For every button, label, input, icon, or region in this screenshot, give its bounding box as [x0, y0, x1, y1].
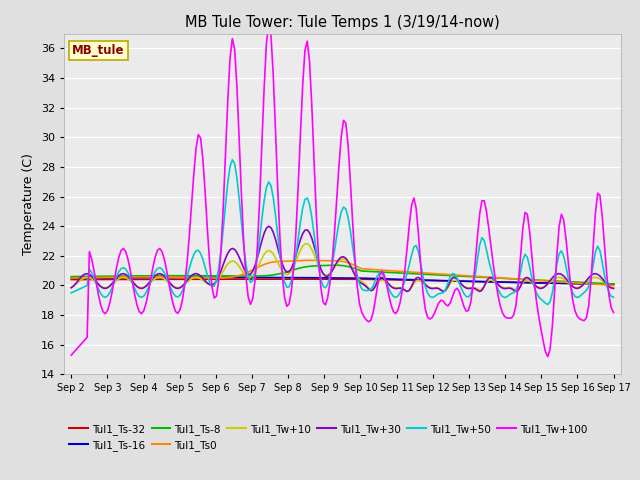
- Tul1_Tw+30: [67, 285, 75, 290]
- Tul1_Ts-16: [211, 275, 218, 280]
- Tul1_Tw+30: [265, 223, 273, 229]
- Tul1_Ts0: [154, 274, 161, 280]
- Tul1_Tw+50: [428, 295, 436, 300]
- Tul1_Tw+50: [610, 294, 618, 300]
- Tul1_Ts-32: [428, 278, 436, 284]
- Tul1_Ts-32: [573, 281, 581, 287]
- Tul1_Ts-8: [331, 262, 339, 268]
- Tul1_Tw+30: [90, 276, 98, 281]
- Tul1_Ts-8: [251, 273, 259, 279]
- Tul1_Ts-8: [610, 281, 618, 287]
- Tul1_Ts0: [610, 283, 618, 288]
- Tul1_Tw+30: [154, 271, 161, 277]
- Line: Tul1_Tw+30: Tul1_Tw+30: [71, 226, 614, 291]
- Tul1_Tw+10: [428, 285, 436, 291]
- Line: Tul1_Tw+10: Tul1_Tw+10: [71, 244, 614, 291]
- Line: Tul1_Ts-32: Tul1_Ts-32: [71, 279, 614, 284]
- Tul1_Tw+100: [428, 315, 436, 321]
- Tul1_Ts0: [306, 257, 314, 263]
- Tul1_Ts-32: [67, 276, 75, 282]
- Tul1_Tw+50: [544, 301, 552, 307]
- Tul1_Ts-16: [90, 275, 98, 281]
- Line: Tul1_Ts-16: Tul1_Ts-16: [71, 277, 614, 284]
- Tul1_Tw+50: [90, 275, 98, 280]
- Tul1_Ts-8: [90, 274, 98, 279]
- Tul1_Ts-16: [253, 275, 261, 280]
- Tul1_Tw+50: [104, 293, 111, 299]
- Tul1_Ts0: [251, 266, 259, 272]
- Tul1_Tw+10: [440, 288, 447, 294]
- Tul1_Ts0: [104, 275, 111, 280]
- Tul1_Ts-8: [104, 273, 111, 279]
- Tul1_Ts-8: [573, 279, 581, 285]
- Tul1_Tw+30: [251, 263, 259, 268]
- Tul1_Tw+100: [90, 267, 98, 273]
- Tul1_Tw+100: [67, 352, 75, 358]
- Tul1_Tw+30: [104, 285, 111, 290]
- Tul1_Ts-16: [104, 275, 111, 281]
- Tul1_Tw+100: [576, 316, 584, 322]
- Tul1_Tw+10: [154, 275, 161, 280]
- Title: MB Tule Tower: Tule Temps 1 (3/19/14-now): MB Tule Tower: Tule Temps 1 (3/19/14-now…: [185, 15, 500, 30]
- Text: MB_tule: MB_tule: [72, 44, 125, 57]
- Tul1_Ts-16: [573, 281, 581, 287]
- Tul1_Tw+10: [576, 284, 584, 290]
- Tul1_Tw+30: [576, 285, 584, 290]
- Tul1_Ts0: [573, 280, 581, 286]
- Tul1_Ts-32: [610, 281, 618, 287]
- Tul1_Tw+50: [154, 266, 161, 272]
- Tul1_Tw+10: [104, 284, 111, 290]
- Line: Tul1_Ts-8: Tul1_Ts-8: [71, 265, 614, 284]
- Tul1_Ts0: [67, 275, 75, 281]
- Tul1_Tw+100: [104, 308, 111, 313]
- Tul1_Tw+50: [228, 157, 236, 163]
- Tul1_Ts-16: [67, 275, 75, 281]
- Tul1_Ts-8: [154, 273, 161, 278]
- Tul1_Ts0: [90, 275, 98, 280]
- Tul1_Ts-16: [610, 281, 618, 287]
- Tul1_Ts0: [428, 271, 436, 276]
- Tul1_Tw+10: [610, 285, 618, 290]
- Tul1_Tw+30: [440, 288, 447, 294]
- Tul1_Tw+10: [67, 284, 75, 290]
- Legend: Tul1_Ts-32, Tul1_Ts-16, Tul1_Ts-8, Tul1_Ts0, Tul1_Tw+10, Tul1_Tw+30, Tul1_Tw+50,: Tul1_Ts-32, Tul1_Ts-16, Tul1_Ts-8, Tul1_…: [69, 424, 588, 451]
- Tul1_Ts-16: [154, 275, 161, 280]
- Tul1_Ts-32: [90, 276, 98, 282]
- Tul1_Tw+10: [90, 278, 98, 284]
- Tul1_Ts-32: [154, 276, 161, 282]
- Tul1_Tw+100: [610, 310, 618, 315]
- Line: Tul1_Tw+50: Tul1_Tw+50: [71, 160, 614, 304]
- Tul1_Tw+50: [576, 294, 584, 300]
- Tul1_Ts-32: [104, 276, 111, 282]
- Line: Tul1_Ts0: Tul1_Ts0: [71, 260, 614, 286]
- Tul1_Tw+50: [67, 290, 75, 296]
- Tul1_Ts-8: [67, 274, 75, 279]
- Tul1_Tw+30: [610, 286, 618, 291]
- Tul1_Ts-8: [428, 272, 436, 277]
- Tul1_Ts-32: [251, 276, 259, 282]
- Tul1_Tw+10: [251, 270, 259, 276]
- Tul1_Tw+100: [251, 277, 259, 283]
- Tul1_Tw+50: [253, 255, 261, 261]
- Tul1_Tw+100: [265, 21, 273, 27]
- Tul1_Tw+10: [303, 241, 311, 247]
- Tul1_Ts-16: [428, 277, 436, 283]
- Tul1_Tw+30: [428, 286, 436, 291]
- Line: Tul1_Tw+100: Tul1_Tw+100: [71, 24, 614, 357]
- Tul1_Tw+100: [544, 354, 552, 360]
- Tul1_Tw+100: [154, 248, 161, 253]
- Y-axis label: Temperature (C): Temperature (C): [22, 153, 35, 255]
- Tul1_Ts-32: [281, 276, 289, 282]
